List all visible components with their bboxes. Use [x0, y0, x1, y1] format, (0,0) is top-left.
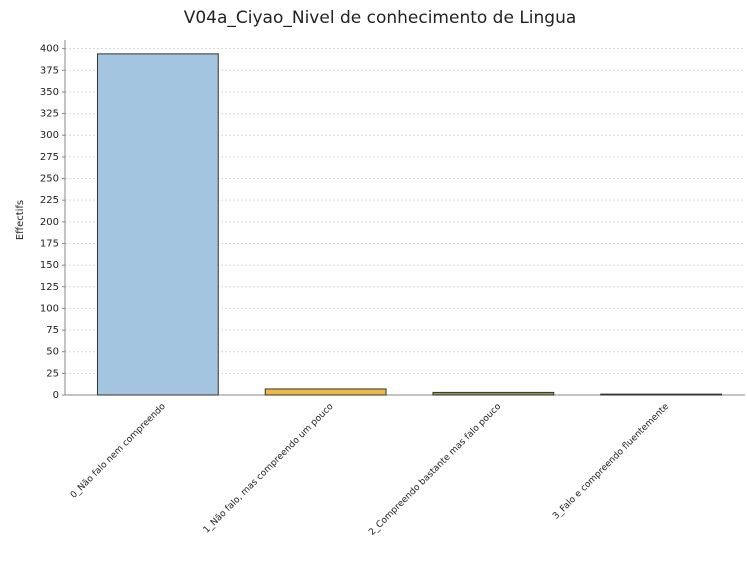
y-tick-label: 350: [40, 87, 59, 98]
x-tick-label: 0_Não falo nem compreendo: [69, 401, 168, 500]
bar: [432, 391, 555, 396]
chart-title: V04a_Ciyao_Nivel de conhecimento de Ling…: [184, 8, 577, 28]
y-tick-label: 75: [46, 325, 59, 336]
y-tick-label: 125: [40, 282, 59, 293]
x-tick-label: 2_Compreendo bastante mas falo pouco: [367, 401, 503, 537]
y-tick-label: 200: [40, 217, 59, 228]
x-tick-label: 1_Não falo, mas compreendo um pouco: [202, 401, 336, 535]
y-tick-label: 175: [40, 238, 59, 249]
y-tick-label: 150: [40, 260, 59, 271]
y-tick-label: 300: [40, 130, 59, 141]
y-tick-label: 225: [40, 195, 59, 206]
bar: [600, 393, 723, 396]
bar: [264, 388, 387, 396]
y-tick-label: 400: [40, 44, 59, 55]
y-tick-label: 325: [40, 109, 59, 120]
y-axis-label: Effectifs: [15, 200, 26, 240]
y-tick-label: 275: [40, 152, 59, 163]
y-tick-label: 375: [40, 65, 59, 76]
bar: [96, 53, 219, 396]
y-tick-label: 0: [53, 390, 59, 401]
y-tick-label: 250: [40, 174, 59, 185]
x-tick-label: 3_Falo e compreendo fluentemente: [551, 402, 671, 522]
y-tick-label: 100: [40, 303, 59, 314]
y-tick-label: 25: [46, 368, 59, 379]
y-tick-label: 50: [46, 347, 59, 358]
